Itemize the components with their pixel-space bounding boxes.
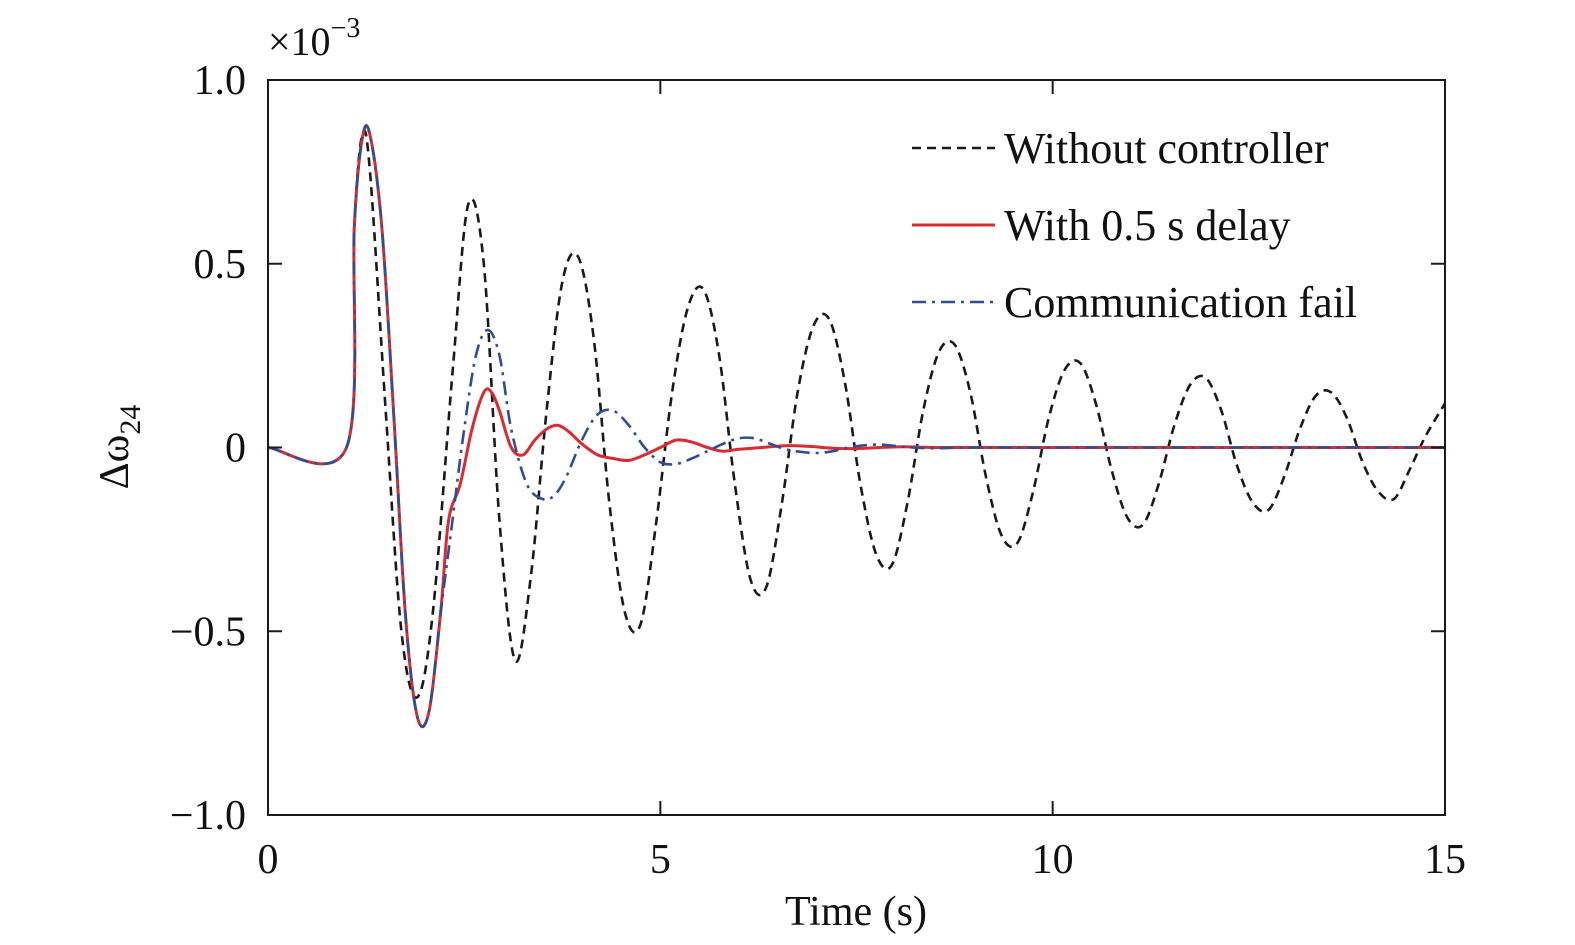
y-axis-label-subscript: 24 [114, 405, 147, 435]
series-line-communication-fail [267, 124, 1445, 728]
y-scale-multiplier: ×10−3 [268, 13, 360, 64]
x-tick-label-2: 10 [1032, 837, 1074, 883]
legend: Without controller With 0.5 s delay Commun… [912, 124, 1357, 327]
x-axis-label: Time (s) [785, 889, 927, 935]
y-scale-exponent: −3 [331, 13, 361, 44]
y-tick-label-0: 1.0 [194, 58, 247, 104]
y-tick-label-2: 0 [225, 426, 246, 472]
ticks-layer: 0 5 10 15 1.0 0.5 0 −0.5 −1.0 [170, 58, 1466, 883]
y-axis-label-main: Δω [92, 435, 138, 490]
y-scale-base: ×10 [268, 19, 331, 64]
series-line-without-controller [267, 129, 1447, 699]
legend-label-communication-fail: Communication fail [1004, 278, 1357, 327]
y-tick-label-1: 0.5 [194, 242, 247, 288]
y-axis-label: Δω24 [92, 405, 147, 490]
legend-label-with-0-5-s-delay: With 0.5 s delay [1004, 201, 1291, 250]
y-tick-label-3: −0.5 [170, 609, 246, 655]
x-tick-label-1: 5 [650, 837, 671, 883]
y-tick-label-4: −1.0 [170, 793, 246, 839]
x-tick-label-3: 15 [1424, 837, 1466, 883]
x-tick-label-0: 0 [258, 837, 279, 883]
legend-label-without-controller: Without controller [1004, 124, 1329, 173]
series-layer [267, 124, 1447, 729]
